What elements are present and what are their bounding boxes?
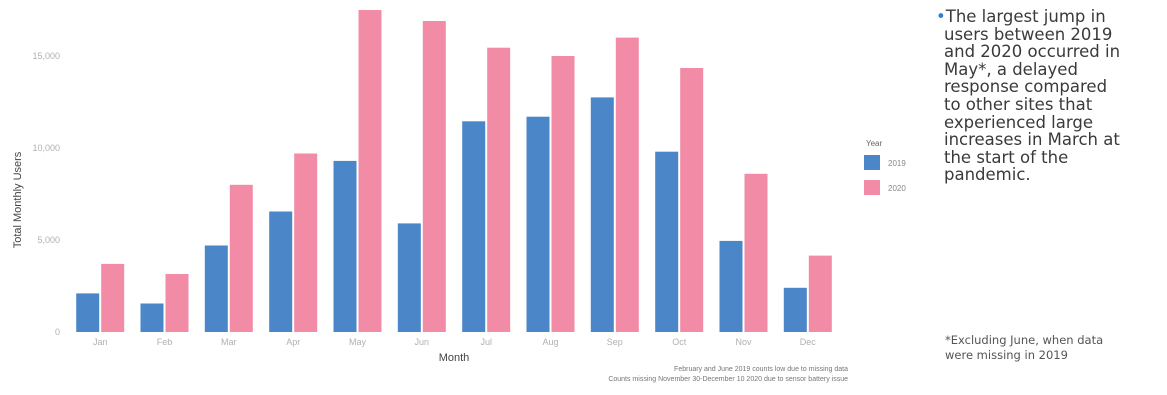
legend-swatch-2020 (864, 180, 880, 195)
bar-2019-may (333, 160, 357, 332)
bar-2020-jul (487, 47, 511, 332)
commentary-bullet: •The largest jump in users between 2019 … (936, 8, 1166, 185)
y-axis-title: Total Monthly Users (12, 151, 24, 248)
bullet-dot-icon: • (936, 7, 946, 26)
x-tick-label: Jan (93, 337, 108, 347)
bar-2019-oct (655, 151, 679, 332)
footnote: *Excluding June, when data were missing … (945, 333, 1165, 363)
bar-2019-jun (397, 223, 421, 332)
bullet-line: response compared (944, 77, 1108, 97)
x-tick-label: Apr (286, 337, 300, 347)
bar-2020-aug (551, 56, 575, 332)
bullet-line: and 2020 occurred in (944, 42, 1121, 62)
x-tick-label: Aug (542, 337, 558, 347)
x-tick-label: May (349, 337, 367, 347)
bar-2019-jul (462, 121, 486, 332)
x-tick-label: Mar (221, 337, 237, 347)
y-tick-label: 15,000 (32, 51, 60, 61)
bullet-line: •The largest jump in (936, 8, 1166, 26)
x-tick-label: Feb (157, 337, 173, 347)
y-tick-label: 10,000 (32, 143, 60, 153)
bar-2019-feb (140, 303, 164, 332)
bullet-line: May*, a delayed (944, 59, 1078, 79)
bar-2019-apr (269, 211, 293, 332)
y-tick-label: 5,000 (37, 235, 60, 245)
bar-chart: 0 5,000 10,000 15,000 Jan Feb Mar Apr May Jun Jul… (12, 10, 906, 383)
legend: Year 2019 2020 (864, 139, 906, 195)
x-tick-label: Jul (480, 337, 492, 347)
bar-2019-mar (204, 245, 228, 332)
x-tick-label: Oct (672, 337, 687, 347)
x-axis-title: Month (439, 352, 470, 364)
x-axis-ticks: Jan Feb Mar Apr May Jun Jul Aug Sep Oct Nov Dec (93, 337, 816, 347)
bar-2020-apr (294, 153, 318, 332)
legend-label-2019: 2019 (888, 159, 906, 168)
bar-2019-jan (76, 293, 100, 332)
bullet-line: to other sites that (944, 94, 1093, 114)
bar-2020-nov (744, 173, 768, 332)
x-tick-label: Nov (735, 337, 752, 347)
bullet-line: increases in March at (944, 130, 1120, 150)
bullet-line: the start of the (944, 147, 1069, 167)
bar-2019-dec (783, 287, 807, 332)
x-tick-label: Jun (415, 337, 430, 347)
bullet-line-text: The largest jump in (945, 7, 1106, 26)
bar-2019-aug (526, 116, 550, 332)
y-tick-label: 0 (55, 327, 60, 337)
y-axis-ticks: 0 5,000 10,000 15,000 (32, 51, 60, 337)
bars-group (76, 10, 832, 333)
x-tick-label: Sep (607, 337, 623, 347)
legend-swatch-2019 (864, 155, 880, 170)
bar-2020-oct (680, 68, 704, 332)
bullet-line: experienced large (944, 112, 1093, 132)
legend-title: Year (866, 139, 883, 148)
footnote-line: *Excluding June, when data (945, 333, 1104, 347)
bullet-line: pandemic. (944, 165, 1031, 185)
bar-2020-dec (808, 255, 832, 332)
bar-2020-feb (165, 274, 189, 332)
legend-label-2020: 2020 (888, 184, 906, 193)
chart-note-1: February and June 2019 counts low due to… (674, 366, 848, 373)
x-tick-label: Dec (800, 337, 817, 347)
bar-2019-sep (590, 97, 614, 333)
bar-2020-mar (229, 184, 253, 332)
bar-2020-may (358, 10, 382, 332)
bar-2020-sep (615, 37, 639, 332)
chart-note-2: Counts missing November 30-December 10 2… (608, 376, 848, 383)
footnote-line: were missing in 2019 (945, 348, 1068, 362)
bar-2019-nov (719, 240, 743, 332)
bullet-line: users between 2019 (944, 24, 1113, 44)
bar-2020-jan (101, 263, 125, 332)
bar-2020-jun (422, 21, 446, 332)
